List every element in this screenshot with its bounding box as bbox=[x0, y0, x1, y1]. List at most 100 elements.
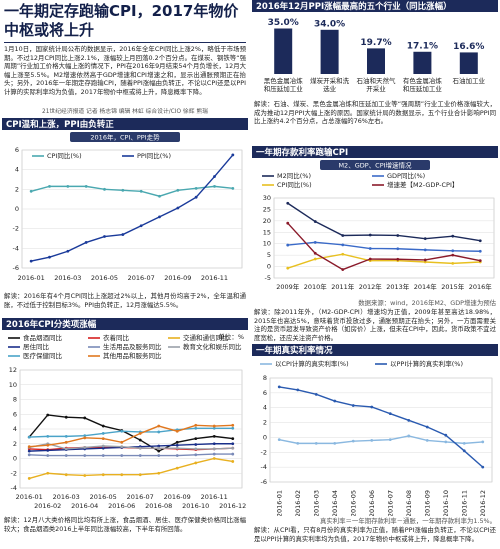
point bbox=[83, 434, 87, 438]
x-tick-label: 2016-10 bbox=[442, 490, 450, 516]
x-tick-label: 2016年 bbox=[469, 282, 493, 291]
point bbox=[423, 258, 427, 262]
point bbox=[351, 404, 355, 407]
point bbox=[46, 471, 50, 475]
point bbox=[368, 247, 372, 250]
value-label: 35.0% bbox=[268, 18, 299, 28]
point bbox=[101, 454, 105, 457]
point bbox=[83, 416, 87, 420]
point bbox=[478, 249, 482, 253]
y-tick-label: -2 bbox=[261, 448, 267, 456]
point bbox=[103, 235, 106, 238]
header-band bbox=[252, 146, 498, 158]
point bbox=[101, 424, 105, 428]
value-label: 17.1% bbox=[407, 41, 438, 51]
point bbox=[158, 194, 161, 198]
y-tick-label: -4 bbox=[13, 244, 19, 252]
note: 解读：石油、煤炭、黑色金属冶炼和压延加工业等“强周期”行业工业价格涨幅较大，成为… bbox=[254, 100, 496, 126]
point bbox=[66, 184, 70, 188]
point bbox=[46, 454, 50, 457]
point bbox=[286, 201, 290, 205]
x-tick-label: 石油加工业 bbox=[453, 76, 486, 85]
point bbox=[212, 424, 216, 428]
bar bbox=[459, 52, 478, 74]
legend-label: 食品烟酒同比 bbox=[23, 333, 63, 342]
point bbox=[101, 446, 105, 450]
series-line bbox=[29, 427, 233, 438]
point bbox=[64, 473, 68, 477]
point bbox=[138, 473, 142, 477]
chart-real-rate: 一年期真实利率情况 -6 -4 -2 0 2 4 6 8 2016-01 2016-02 2016-0… bbox=[252, 344, 498, 516]
legend-label: M2同比(%) bbox=[277, 171, 311, 180]
point bbox=[313, 257, 317, 261]
series-line bbox=[287, 253, 481, 269]
point bbox=[213, 184, 216, 188]
point bbox=[27, 477, 31, 480]
point bbox=[313, 240, 317, 244]
bar bbox=[367, 48, 385, 74]
legend-label: 教育文化和娱乐同比 bbox=[183, 342, 242, 351]
point bbox=[138, 432, 142, 435]
point bbox=[157, 430, 161, 434]
y-tick-label: 2 bbox=[15, 185, 19, 193]
point bbox=[451, 253, 455, 257]
series-line bbox=[29, 424, 233, 448]
value-label: 16.6% bbox=[453, 42, 484, 52]
point bbox=[388, 438, 392, 442]
y-tick-label: 0 bbox=[15, 205, 19, 213]
point bbox=[84, 241, 88, 244]
point bbox=[370, 405, 374, 409]
point bbox=[341, 243, 345, 247]
point bbox=[396, 234, 400, 237]
y-tick-label: 4 bbox=[13, 425, 17, 433]
x-tick-label: 2012年 bbox=[359, 282, 383, 291]
bar bbox=[274, 28, 293, 74]
y-tick-label: 5 bbox=[267, 251, 271, 259]
point bbox=[213, 175, 216, 178]
point bbox=[194, 443, 198, 446]
x-tick-label: 2016-06 bbox=[108, 502, 135, 510]
bar bbox=[320, 29, 339, 74]
point bbox=[176, 188, 180, 192]
point bbox=[120, 445, 124, 449]
x-tick-label: 2016-04 bbox=[71, 502, 98, 510]
x-tick-label: 2016-02 bbox=[34, 502, 61, 510]
y-tick-label: -5 bbox=[265, 274, 271, 282]
point bbox=[157, 424, 161, 428]
chart-cpi-items: 2016年CPI分类项涨幅单位：%-4-20246810122016-01201… bbox=[2, 318, 248, 510]
series-line bbox=[287, 241, 481, 252]
point bbox=[333, 399, 337, 403]
point bbox=[64, 447, 68, 451]
point bbox=[451, 249, 455, 253]
point bbox=[27, 435, 31, 439]
series-line bbox=[287, 222, 481, 271]
note: 解读：2016年有4个月CPI同比上涨超过2%以上，其他月份均高于2%，全年温和… bbox=[4, 292, 246, 309]
x-tick-label: 2016-09 bbox=[423, 490, 431, 516]
point bbox=[66, 249, 70, 253]
point bbox=[121, 233, 125, 236]
point bbox=[341, 252, 345, 256]
y-tick-label: 8 bbox=[263, 374, 267, 382]
subtitle-tag bbox=[320, 160, 430, 170]
point bbox=[175, 454, 179, 457]
y-tick-label: 10 bbox=[263, 240, 271, 248]
point bbox=[194, 453, 198, 457]
point bbox=[101, 437, 105, 440]
x-tick-label: 2016-09 bbox=[164, 274, 191, 282]
point bbox=[231, 446, 235, 450]
point bbox=[286, 243, 290, 247]
legend-label: CPI同比(%) bbox=[277, 180, 312, 189]
y-tick-label: 20 bbox=[263, 217, 271, 225]
point bbox=[462, 441, 466, 445]
value-label: 34.0% bbox=[314, 19, 345, 29]
point bbox=[64, 434, 68, 438]
y-tick-label: 15 bbox=[263, 228, 271, 236]
y-tick-label: 25 bbox=[263, 205, 271, 213]
point bbox=[296, 441, 300, 445]
unit: 单位：% bbox=[218, 332, 244, 341]
point bbox=[478, 259, 482, 263]
x-tick-label: 2016-09 bbox=[164, 493, 191, 501]
point bbox=[103, 187, 106, 191]
legend-label: PPI同比(%) bbox=[137, 151, 171, 160]
x-tick-label: 2016-11 bbox=[201, 274, 228, 282]
